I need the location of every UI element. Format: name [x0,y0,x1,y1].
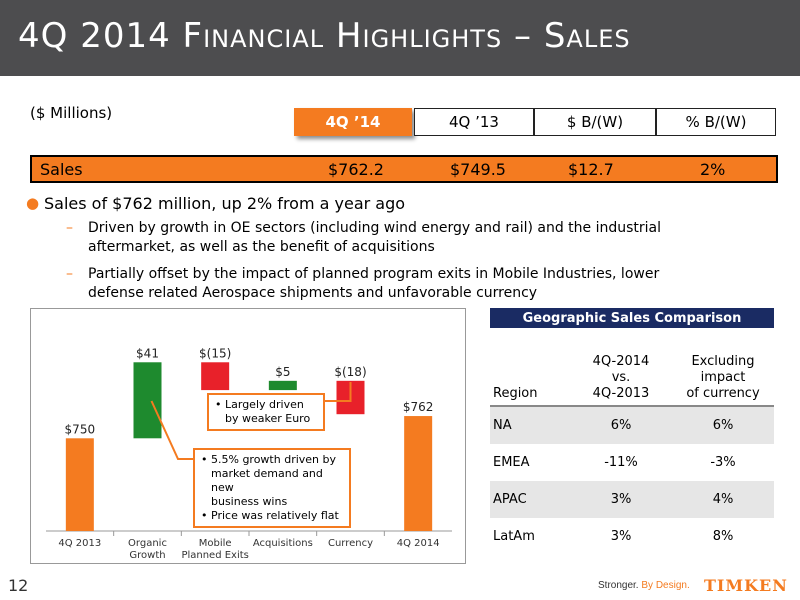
tagline-by-design: By Design. [638,580,690,591]
waterfall-bar [65,438,94,531]
geo-header-ex-currency: Excluding impact of currency [686,354,760,401]
timken-logo: TIMKEN [704,576,788,595]
x-tick-label: Acquisitions [253,538,313,549]
ex-currency-cell: 8% [712,529,734,544]
units-label: ($ Millions) [30,104,113,122]
region-cell: APAC [490,481,570,518]
bullet-sub-1-line2: aftermarket, as well as the benefit of a… [88,239,435,255]
data-label: $(15) [199,346,231,360]
waterfall-bar [201,362,230,391]
data-label: $5 [275,365,290,379]
callout-currency-line2: by weaker Euro [225,412,311,425]
sales-value-4q13: $749.5 [450,160,506,179]
geo-header-region: Region [493,386,538,401]
x-tick-label: Currency [328,538,373,549]
bullet-main-text: Sales of $762 million, up 2% from a year… [44,194,406,213]
bullet-sub-2-line1: Partially offset by the impact of planne… [88,266,660,282]
yoy-cell: 3% [610,529,632,544]
callout-organic: • 5.5% growth driven by market demand an… [193,448,351,528]
x-tick-label: Mobile [199,538,232,549]
tagline-stronger: Stronger. [598,580,639,591]
column-header-4q14: 4Q ’14 [294,108,412,136]
table-row: APAC 3% 4% [490,481,774,518]
sales-label: Sales [40,160,83,179]
data-label: $41 [136,346,159,360]
geo-table-title: Geographic Sales Comparison [490,308,774,328]
sales-value-dollar-bw: $12.7 [568,160,614,179]
callout-connector-organic [150,400,193,460]
geo-sales-table: Region 4Q-2014 vs. 4Q-2013 Excluding impact… [490,338,774,555]
bullet-sub-1-line1: Driven by growth in OE sectors (includin… [88,220,662,236]
x-tick-label: 4Q 2014 [397,538,440,549]
sales-value-percent-bw: 2% [700,160,726,179]
bullet-dot-icon: ● [26,194,40,212]
column-header-dollar-bw: $ B/(W) [534,108,656,136]
table-row: EMEA -11% -3% [490,444,774,481]
callout-organic-line4: Price was relatively flat [211,509,339,522]
page-title: 4Q 2014 Financial Highlights – Sales [18,16,631,56]
column-header-percent-bw: % B/(W) [656,108,776,136]
sales-row: Sales $762.2 $749.5 $12.7 2% [30,155,778,183]
waterfall-bar [268,380,297,391]
data-label: $(18) [334,365,366,379]
x-tick-label: Growth [129,550,165,561]
title-bar: 4Q 2014 Financial Highlights – Sales [0,0,800,76]
waterfall-chart: $750 4Q 2013 $41 Organic Growth $(15) Mobile Pl… [30,308,466,564]
sales-value-4q14: $762.2 [328,160,384,179]
callout-organic-line1: 5.5% growth driven by [211,453,337,466]
table-row: LatAm 3% 8% [490,518,774,555]
geo-header-row: Region 4Q-2014 vs. 4Q-2013 Excluding impact… [490,338,774,406]
bullet-sub-2: – Partially offset by the impact of plan… [24,265,764,303]
geo-header-yoy: 4Q-2014 vs. 4Q-2013 [592,354,650,401]
yoy-cell: 3% [570,481,672,518]
bullet-sub-2-line2: defense related Aerospace shipments and … [88,285,538,301]
dash-icon: – [66,220,73,236]
x-tick-label: Planned Exits [181,550,248,561]
waterfall-bar [133,362,162,439]
waterfall-bar [404,416,433,531]
page-number: 12 [8,576,29,595]
dash-icon: – [66,266,73,282]
callout-organic-line2: market demand and new [211,467,323,494]
ex-currency-cell: 4% [672,481,774,518]
region-cell: LatAm [493,529,535,544]
data-label: $750 [65,422,96,436]
bullet-list: ● Sales of $762 million, up 2% from a ye… [24,194,764,303]
tagline: Stronger. By Design. [598,580,690,591]
ex-currency-cell: -3% [710,455,736,470]
region-cell: EMEA [493,455,530,470]
callout-connector-currency [321,382,352,402]
callout-organic-line3: business wins [211,495,288,508]
ex-currency-cell: 6% [672,406,774,444]
yoy-cell: 6% [570,406,672,444]
x-tick-label: Organic [128,538,167,549]
callout-currency-line1: Largely driven [225,398,304,411]
bullet-main: ● Sales of $762 million, up 2% from a ye… [24,194,764,213]
table-row: NA 6% 6% [490,406,774,444]
callout-currency: • Largely driven by weaker Euro [207,393,325,431]
column-header-4q13: 4Q ’13 [414,108,534,136]
x-tick-label: 4Q 2013 [58,538,101,549]
data-label: $762 [403,400,434,414]
region-cell: NA [490,406,570,444]
bullet-sub-1: – Driven by growth in OE sectors (includ… [24,219,764,257]
yoy-cell: -11% [604,455,638,470]
